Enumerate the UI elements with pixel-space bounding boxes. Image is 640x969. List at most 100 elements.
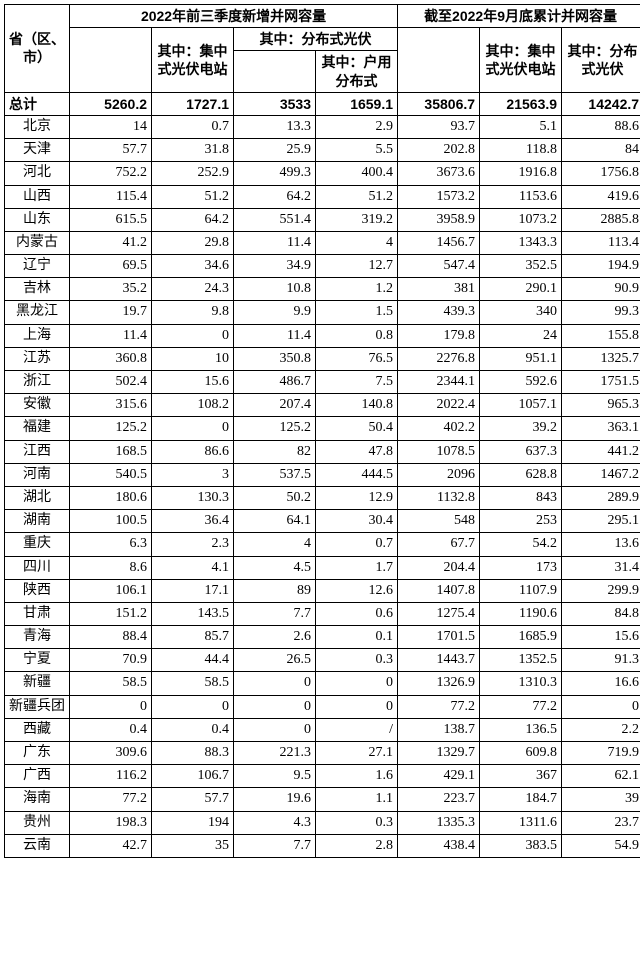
cell-value: 0.7 — [316, 533, 398, 556]
cell-value: 1727.1 — [152, 92, 234, 115]
cell-value: 2344.1 — [398, 371, 480, 394]
cell-value: 99.3 — [562, 301, 640, 324]
cell-value: 419.6 — [562, 185, 640, 208]
cell-value: 1.6 — [316, 765, 398, 788]
table-row: 黑龙江19.79.89.91.5439.334099.3 — [5, 301, 640, 324]
cell-value: 67.7 — [398, 533, 480, 556]
cell-value: 0 — [70, 695, 152, 718]
cell-value: 439.3 — [398, 301, 480, 324]
table-row: 广西116.2106.79.51.6429.136762.1 — [5, 765, 640, 788]
cell-value: 194 — [152, 811, 234, 834]
cell-value: 2276.8 — [398, 347, 480, 370]
cell-value: 12.6 — [316, 579, 398, 602]
cell-value: 340 — [480, 301, 562, 324]
row-label: 安徽 — [5, 394, 70, 417]
cell-value: 19.6 — [234, 788, 316, 811]
cell-value: 1685.9 — [480, 626, 562, 649]
cell-value: 21563.9 — [480, 92, 562, 115]
row-label: 青海 — [5, 626, 70, 649]
cell-value: 136.5 — [480, 718, 562, 741]
cell-value: 1456.7 — [398, 231, 480, 254]
cell-value: 19.7 — [70, 301, 152, 324]
cell-value: 64.2 — [152, 208, 234, 231]
cell-value: 444.5 — [316, 463, 398, 486]
row-label: 天津 — [5, 139, 70, 162]
cell-value: 115.4 — [70, 185, 152, 208]
cell-value: 1190.6 — [480, 602, 562, 625]
cell-value: 502.4 — [70, 371, 152, 394]
cell-value: 3673.6 — [398, 162, 480, 185]
cell-value: 537.5 — [234, 463, 316, 486]
cell-value: 3533 — [234, 92, 316, 115]
cell-value: 77.2 — [70, 788, 152, 811]
table-row: 浙江502.415.6486.77.52344.1592.61751.5 — [5, 371, 640, 394]
cell-value: 592.6 — [480, 371, 562, 394]
cell-value: 24.3 — [152, 278, 234, 301]
cell-value: 57.7 — [70, 139, 152, 162]
row-label: 陕西 — [5, 579, 70, 602]
cell-value: 10.8 — [234, 278, 316, 301]
cell-value: 47.8 — [316, 440, 398, 463]
table-row: 辽宁69.534.634.912.7547.4352.5194.9 — [5, 255, 640, 278]
table-row: 云南42.7357.72.8438.4383.554.9 — [5, 834, 640, 857]
cell-value: 15.6 — [562, 626, 640, 649]
row-label: 新疆兵团 — [5, 695, 70, 718]
cell-value: 5.5 — [316, 139, 398, 162]
cell-value: 1132.8 — [398, 486, 480, 509]
cell-value: 223.7 — [398, 788, 480, 811]
cell-value: 64.1 — [234, 510, 316, 533]
cell-value: 2.9 — [316, 115, 398, 138]
cell-value: 88.6 — [562, 115, 640, 138]
cell-value: 1751.5 — [562, 371, 640, 394]
table-row: 西藏0.40.40/138.7136.52.2 — [5, 718, 640, 741]
cell-value: 0.4 — [70, 718, 152, 741]
row-label: 广西 — [5, 765, 70, 788]
cell-value: 31.8 — [152, 139, 234, 162]
cell-value: 11.4 — [234, 324, 316, 347]
table-row: 江西168.586.68247.81078.5637.3441.2 — [5, 440, 640, 463]
cell-value: 752.2 — [70, 162, 152, 185]
cell-value: 7.5 — [316, 371, 398, 394]
cell-value: 106.1 — [70, 579, 152, 602]
cell-value: 0.3 — [316, 649, 398, 672]
cell-value: 609.8 — [480, 742, 562, 765]
cell-value: 400.4 — [316, 162, 398, 185]
cell-value: 350.8 — [234, 347, 316, 370]
row-label: 吉林 — [5, 278, 70, 301]
cell-value: 26.5 — [234, 649, 316, 672]
table-row: 湖南100.536.464.130.4548253295.1 — [5, 510, 640, 533]
cell-value: 9.9 — [234, 301, 316, 324]
cell-value: 15.6 — [152, 371, 234, 394]
cell-value: 35806.7 — [398, 92, 480, 115]
cell-value: 4.5 — [234, 556, 316, 579]
cell-value: 1326.9 — [398, 672, 480, 695]
cell-value: 438.4 — [398, 834, 480, 857]
cell-value: 125.2 — [234, 417, 316, 440]
cell-value: 8.6 — [70, 556, 152, 579]
cell-value: 202.8 — [398, 139, 480, 162]
table-row: 吉林35.224.310.81.2381290.190.9 — [5, 278, 640, 301]
table-row: 甘肃151.2143.57.70.61275.41190.684.8 — [5, 602, 640, 625]
cell-value: 13.6 — [562, 533, 640, 556]
cell-value: 5.1 — [480, 115, 562, 138]
cell-value: 360.8 — [70, 347, 152, 370]
cell-value: 118.8 — [480, 139, 562, 162]
cell-value: 0 — [316, 672, 398, 695]
cell-value: 57.7 — [152, 788, 234, 811]
cell-value: 1325.7 — [562, 347, 640, 370]
cell-value: 1107.9 — [480, 579, 562, 602]
cell-value: 85.7 — [152, 626, 234, 649]
cell-value: 50.2 — [234, 486, 316, 509]
row-label: 江西 — [5, 440, 70, 463]
cell-value: 965.3 — [562, 394, 640, 417]
header-new-distributed-sub — [234, 51, 316, 92]
cell-value: 207.4 — [234, 394, 316, 417]
cell-value: 58.5 — [70, 672, 152, 695]
cell-value: 367 — [480, 765, 562, 788]
cell-value: 1467.2 — [562, 463, 640, 486]
cell-value: 499.3 — [234, 162, 316, 185]
cell-value: 1343.3 — [480, 231, 562, 254]
header-province: 省（区、市） — [5, 5, 70, 93]
cell-value: 116.2 — [70, 765, 152, 788]
cell-value: 381 — [398, 278, 480, 301]
